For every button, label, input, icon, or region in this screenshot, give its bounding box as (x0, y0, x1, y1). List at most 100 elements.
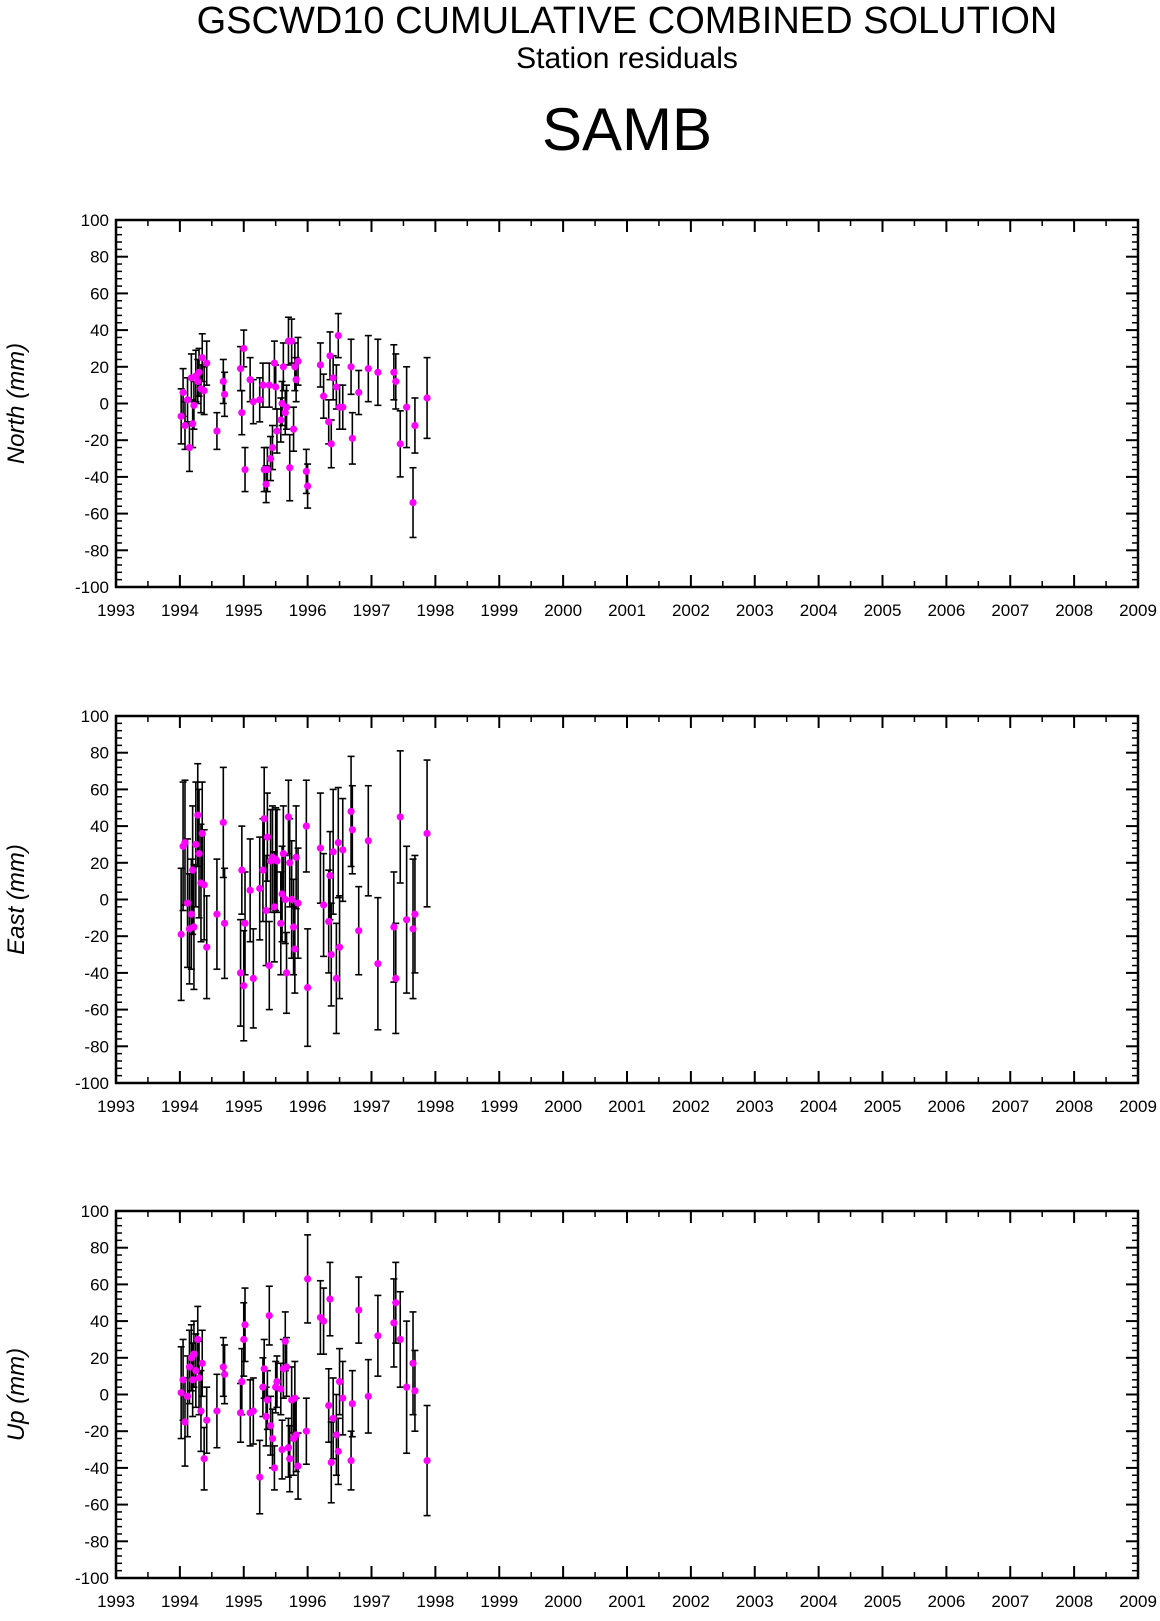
east-data-point (195, 850, 203, 858)
east-data-point (291, 945, 299, 953)
up-data-point (256, 1473, 264, 1481)
north-data-point (282, 403, 291, 411)
up-x-tick-label: 1993 (97, 1592, 135, 1611)
chart-subtitle: Station residuals (516, 42, 738, 75)
up-x-tick-label: 2009 (1119, 1592, 1157, 1611)
up-x-tick-label: 2003 (736, 1592, 774, 1611)
north-data-point (241, 465, 249, 474)
east-y-axis-label: East (mm) (3, 844, 30, 955)
up-y-tick-label: -60 (84, 1496, 109, 1515)
north-x-tick-label: 1997 (353, 601, 391, 620)
north-data-point (236, 365, 245, 373)
north-data-point (189, 420, 197, 428)
east-data-point (392, 974, 400, 983)
east-data-point (259, 866, 267, 874)
east-x-tick-label: 1999 (480, 1097, 518, 1116)
chart-title: GSCWD10 CUMULATIVE COMBINED SOLUTION (196, 0, 1058, 42)
north-x-tick-label: 2003 (736, 601, 774, 620)
north-x-tick-label: 2005 (864, 601, 902, 620)
north-data-point (177, 412, 185, 420)
north-data-point (319, 392, 328, 400)
north-x-tick-label: 2000 (544, 601, 582, 620)
up-data-point (329, 1414, 337, 1422)
east-y-tick-label: -40 (84, 964, 109, 983)
east-data-point (194, 811, 202, 819)
up-data-point (236, 1409, 245, 1417)
east-x-tick-label: 2002 (672, 1097, 710, 1116)
up-data-point (348, 1400, 356, 1408)
north-data-point (219, 377, 227, 386)
up-data-point (213, 1407, 221, 1415)
north-data-point (392, 377, 400, 386)
north-data-point (302, 467, 310, 475)
east-data-point (374, 960, 382, 968)
up-data-point (339, 1394, 347, 1402)
north-x-tick-label: 2006 (927, 601, 965, 620)
north-data-point (240, 344, 248, 353)
north-data-point (195, 368, 203, 376)
east-data-point (282, 969, 291, 977)
up-data-point (282, 1363, 291, 1371)
north-y-tick-label: 100 (81, 211, 109, 230)
north-data-point (339, 403, 347, 411)
up-y-tick-label: 80 (90, 1239, 109, 1258)
east-data-point (262, 906, 270, 915)
east-data-point (238, 866, 246, 874)
east-data-point (390, 923, 398, 931)
east-x-tick-label: 2008 (1055, 1097, 1093, 1116)
east-data-point (281, 895, 289, 904)
up-data-point (268, 1434, 277, 1443)
up-y-tick-label: 100 (81, 1202, 109, 1221)
east-data-point (304, 983, 312, 992)
north-data-point (198, 354, 206, 362)
north-x-tick-label: 1995 (225, 601, 263, 620)
north-y-tick-label: 80 (90, 248, 109, 267)
north-data-point (327, 440, 335, 448)
north-data-point (332, 383, 340, 391)
up-data-point (219, 1363, 227, 1371)
up-data-point (266, 1422, 275, 1430)
east-data-point (192, 840, 200, 849)
north-data-point (265, 381, 273, 389)
east-y-tick-label: -20 (84, 927, 109, 946)
north-data-point (316, 361, 324, 369)
north-data-point (238, 409, 246, 417)
east-x-tick-label: 2003 (736, 1097, 774, 1116)
north-data-point (304, 482, 312, 490)
up-x-tick-label: 2000 (544, 1592, 582, 1611)
up-data-point (332, 1431, 340, 1439)
up-data-point (179, 1376, 187, 1384)
east-y-tick-label: -100 (75, 1074, 109, 1093)
east-y-tick-label: 80 (90, 744, 109, 763)
east-y-tick-label: -60 (84, 1001, 109, 1020)
east-data-point (326, 872, 334, 880)
up-data-point (390, 1319, 398, 1327)
east-data-point (260, 815, 268, 823)
up-data-point (190, 1350, 198, 1358)
north-x-tick-label: 2009 (1119, 601, 1157, 620)
up-data-point (392, 1299, 400, 1307)
up-y-tick-label: -20 (84, 1422, 109, 1441)
up-data-point (262, 1412, 270, 1421)
east-x-tick-label: 2007 (991, 1097, 1029, 1116)
east-x-tick-label: 2004 (800, 1097, 838, 1116)
up-data-point (334, 1447, 342, 1455)
north-data-point (289, 425, 298, 433)
up-x-tick-label: 1995 (225, 1592, 263, 1611)
north-y-tick-label: -40 (84, 468, 109, 487)
north-data-point (411, 421, 419, 430)
north-data-point (291, 363, 299, 371)
up-data-point (277, 1385, 285, 1393)
up-data-point (197, 1407, 205, 1415)
up-data-point (183, 1392, 192, 1400)
up-data-point (270, 1464, 279, 1472)
north-data-point (249, 398, 257, 406)
east-y-tick-label: 60 (90, 780, 109, 799)
station-name: SAMB (541, 96, 713, 163)
up-data-point (284, 1444, 293, 1452)
up-y-tick-label: -80 (84, 1532, 109, 1551)
east-x-tick-label: 2006 (927, 1097, 965, 1116)
east-y-tick-label: 100 (81, 707, 109, 726)
east-y-tick-label: 40 (90, 817, 109, 836)
north-data-point (220, 390, 229, 398)
